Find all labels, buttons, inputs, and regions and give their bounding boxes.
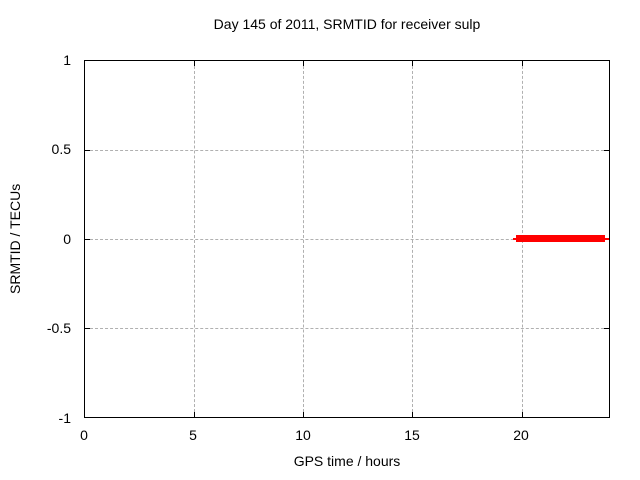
- tick-x-bottom-10: [303, 412, 304, 417]
- gridline-y--0.5: [85, 328, 609, 329]
- tick-x-bottom-5: [194, 412, 195, 417]
- tick-x-top-15: [412, 61, 413, 66]
- tick-label-x-20: 20: [513, 427, 529, 443]
- tick-label-y--0.5: -0.5: [46, 320, 71, 336]
- tick-x-bottom-15: [412, 412, 413, 417]
- tick-x-top-5: [194, 61, 195, 66]
- tick-label-x-10: 10: [295, 427, 311, 443]
- tick-x-top-10: [303, 61, 304, 66]
- tick-label-x-0: 0: [80, 427, 88, 443]
- x-axis-label: GPS time / hours: [293, 453, 401, 469]
- chart-title: Day 145 of 2011, SRMTID for receiver sul…: [213, 16, 481, 32]
- tick-y-left-0.5: [85, 150, 90, 151]
- tick-label-x-15: 15: [404, 427, 420, 443]
- tick-label-y-0: 0: [63, 231, 71, 247]
- plot-area: [84, 60, 610, 418]
- data-series-srmtid-segment: [516, 235, 605, 242]
- tick-y-left-0: [85, 239, 90, 240]
- tick-y-left--0.5: [85, 328, 90, 329]
- tick-x-top-20: [522, 61, 523, 66]
- tick-label-y--1: -1: [58, 410, 71, 426]
- gridline-y-0.5: [85, 150, 609, 151]
- tick-label-y-0.5: 0.5: [51, 141, 71, 157]
- gridline-y-0: [85, 239, 609, 240]
- tick-x-bottom-20: [522, 412, 523, 417]
- tick-label-x-5: 5: [189, 427, 197, 443]
- tick-y-right-0.5: [604, 150, 609, 151]
- tick-label-y-1: 1: [63, 52, 71, 68]
- tick-y-right--0.5: [604, 328, 609, 329]
